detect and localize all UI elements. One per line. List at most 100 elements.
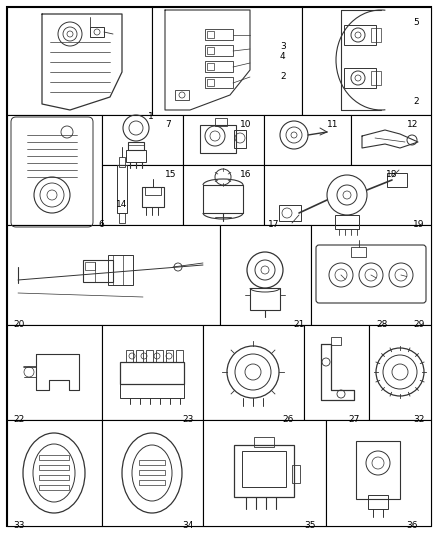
Bar [139,470,165,475]
Text: 15: 15 [165,170,177,179]
Text: 14: 14 [116,200,127,209]
Bar [326,420,431,526]
Bar [344,25,376,45]
Text: 17: 17 [268,220,279,229]
Bar [203,420,326,526]
Bar [156,350,163,362]
Bar [183,165,264,225]
Bar [264,115,351,165]
Bar [335,215,359,229]
Bar [292,465,300,483]
Bar [119,157,125,167]
Bar [39,485,69,490]
Bar [136,350,143,362]
Bar [102,165,183,225]
Bar [205,61,233,72]
Text: 29: 29 [413,320,424,329]
Bar [145,187,161,195]
Bar [311,225,431,325]
Text: 22: 22 [13,415,24,424]
Text: 33: 33 [13,521,25,530]
Text: 1: 1 [148,112,154,121]
Text: 36: 36 [406,521,417,530]
Bar [39,475,69,480]
Bar [126,350,133,362]
Bar [152,7,302,115]
Bar [102,420,203,526]
Text: 23: 23 [182,415,193,424]
Text: 28: 28 [376,320,387,329]
Bar [344,68,376,88]
Bar [83,260,113,282]
Bar [90,27,104,37]
Text: 32: 32 [413,415,424,424]
Bar [139,460,165,465]
Bar [142,187,164,207]
Bar [387,173,407,187]
Bar [39,465,69,470]
Text: 21: 21 [293,320,304,329]
Bar [351,247,366,257]
Bar [39,455,69,460]
Text: 18: 18 [386,170,398,179]
Text: 7: 7 [165,120,171,129]
Bar [369,325,431,420]
Bar [7,325,102,420]
Bar [102,115,183,165]
Bar [264,165,431,225]
Bar [139,480,165,485]
Bar [203,325,304,420]
Bar [254,437,274,447]
Bar [205,29,233,40]
Bar [120,362,184,384]
Bar [371,28,381,42]
Bar [120,384,184,398]
Bar [7,420,102,526]
Bar [207,63,214,70]
Text: 26: 26 [282,415,293,424]
Bar [331,337,341,345]
Bar [183,115,264,165]
Bar [215,118,227,126]
Text: 27: 27 [348,415,359,424]
Text: 10: 10 [240,120,251,129]
Bar [108,255,133,285]
Bar [205,45,233,56]
Bar [117,165,127,213]
Bar [234,445,294,497]
Text: 20: 20 [13,320,25,329]
Bar [234,130,246,148]
Bar [207,47,214,54]
Bar [176,350,183,362]
Bar [302,7,431,115]
Text: 35: 35 [304,521,315,530]
Bar [250,288,280,310]
Bar [85,262,95,270]
Bar [368,495,388,509]
Bar [7,7,152,115]
Text: 34: 34 [182,521,193,530]
Bar [242,451,286,487]
Bar [371,71,381,85]
Bar [102,325,203,420]
Bar [220,225,311,325]
Text: 2: 2 [280,72,286,81]
Bar [7,225,220,325]
Bar [166,350,173,362]
Bar [207,31,214,38]
Text: 12: 12 [407,120,418,129]
Text: 4: 4 [280,52,286,61]
Bar [146,350,153,362]
Bar [279,205,301,221]
Text: 19: 19 [413,220,424,229]
Text: 2: 2 [413,97,419,106]
Text: 6: 6 [98,220,104,229]
Bar [351,115,431,165]
Bar [175,90,189,100]
Bar [200,125,236,153]
Text: 5: 5 [413,18,419,27]
Bar [205,77,233,88]
Text: 11: 11 [327,120,339,129]
Bar [126,150,146,162]
Bar [128,142,144,150]
